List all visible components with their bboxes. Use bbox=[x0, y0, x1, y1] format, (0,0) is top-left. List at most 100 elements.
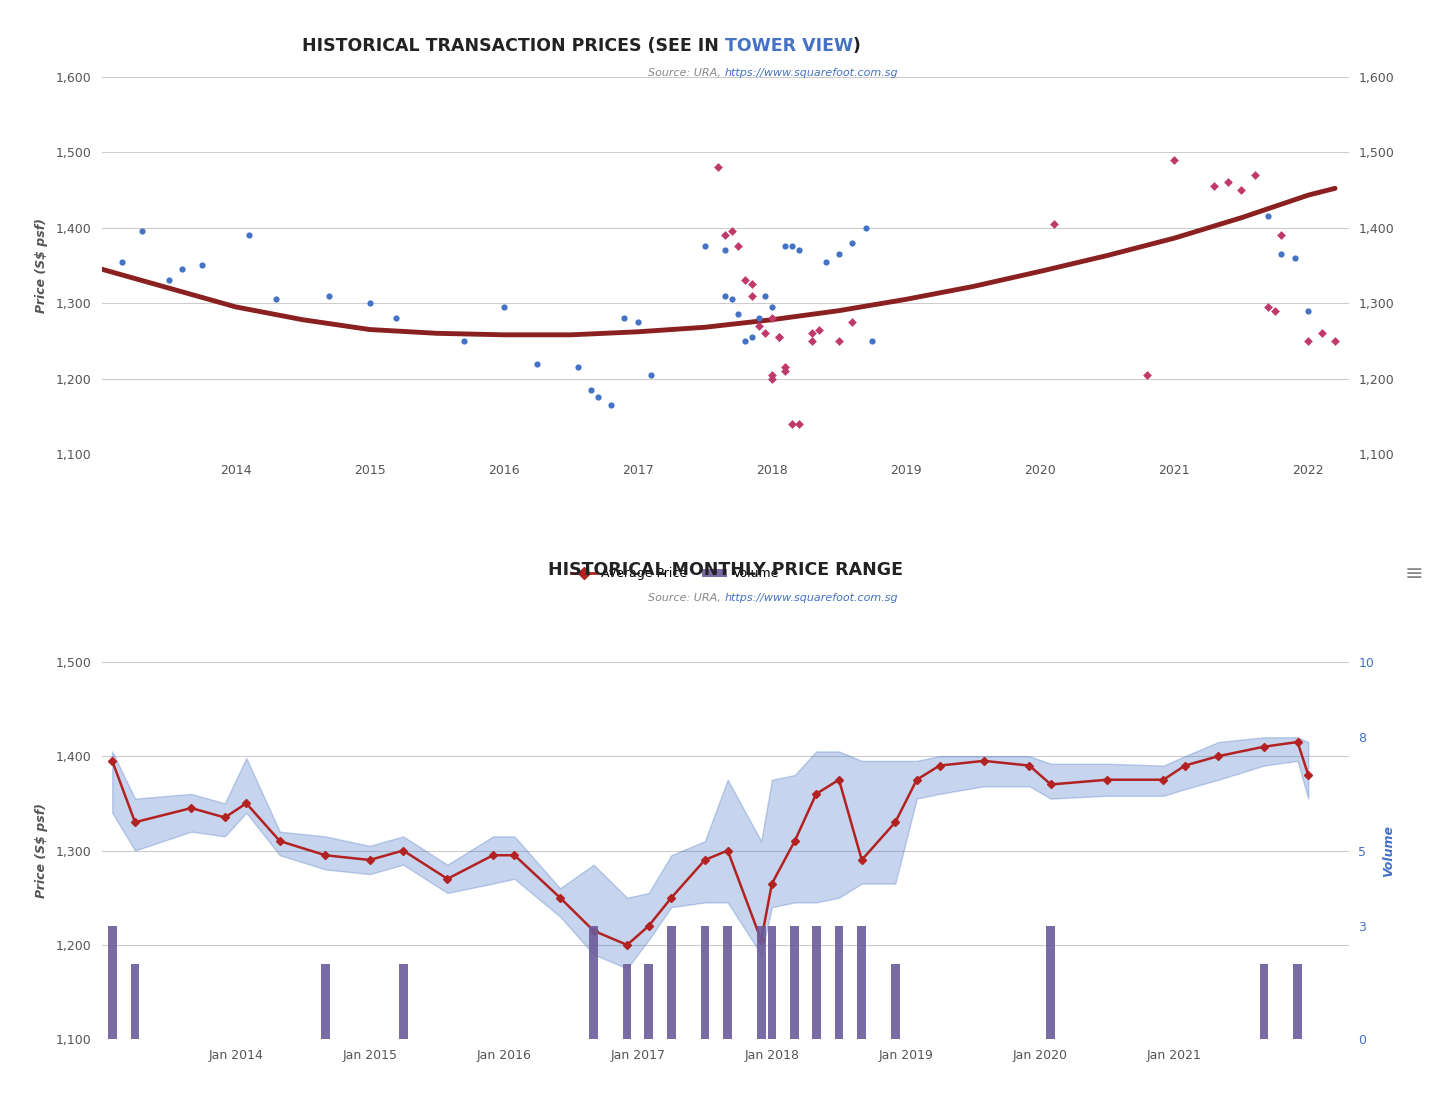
Bar bbox=[589, 926, 597, 1039]
Point bbox=[747, 317, 770, 335]
Point bbox=[110, 253, 133, 270]
Point bbox=[828, 245, 851, 263]
Point bbox=[1270, 226, 1293, 244]
Point bbox=[613, 310, 637, 327]
Bar bbox=[667, 926, 676, 1039]
Point bbox=[787, 242, 811, 259]
Point bbox=[1257, 299, 1280, 316]
Point bbox=[774, 362, 798, 380]
Bar bbox=[130, 964, 139, 1039]
Point bbox=[238, 226, 261, 244]
Bar bbox=[724, 926, 732, 1039]
Point bbox=[1135, 366, 1159, 384]
Bar bbox=[320, 964, 329, 1039]
Point bbox=[747, 310, 770, 327]
Bar bbox=[622, 964, 632, 1039]
Point bbox=[828, 333, 851, 350]
Bar bbox=[1047, 926, 1056, 1039]
Y-axis label: Volume: Volume bbox=[1382, 825, 1395, 876]
Point bbox=[1283, 249, 1306, 267]
Point bbox=[760, 299, 783, 316]
Point bbox=[767, 328, 790, 346]
Point bbox=[754, 287, 777, 304]
Point bbox=[526, 354, 550, 372]
Text: Source: URA,: Source: URA, bbox=[648, 68, 725, 78]
Point bbox=[780, 237, 803, 255]
Bar bbox=[757, 926, 766, 1039]
Point bbox=[841, 313, 864, 330]
Y-axis label: Price (S$ psf): Price (S$ psf) bbox=[35, 803, 48, 898]
Text: https://www.squarefoot.com.sg: https://www.squarefoot.com.sg bbox=[725, 593, 899, 603]
Point bbox=[693, 237, 716, 255]
Bar bbox=[767, 926, 776, 1039]
Point bbox=[721, 222, 744, 240]
Point bbox=[492, 299, 515, 316]
Bar bbox=[812, 926, 821, 1039]
Point bbox=[800, 333, 824, 350]
Point bbox=[170, 260, 193, 278]
Point bbox=[760, 366, 783, 384]
Point bbox=[157, 271, 180, 289]
Point bbox=[841, 234, 864, 252]
Point bbox=[713, 226, 737, 244]
Point bbox=[1217, 174, 1240, 191]
Text: https://www.squarefoot.com.sg: https://www.squarefoot.com.sg bbox=[725, 68, 899, 78]
Text: ): ) bbox=[853, 37, 861, 55]
Legend: Average Price, Volume: Average Price, Volume bbox=[567, 562, 784, 585]
Bar bbox=[857, 926, 866, 1039]
Point bbox=[599, 396, 622, 414]
Text: Source: URA,: Source: URA, bbox=[648, 593, 725, 603]
Bar bbox=[790, 926, 799, 1039]
Text: HISTORICAL TRANSACTION PRICES (SEE IN: HISTORICAL TRANSACTION PRICES (SEE IN bbox=[302, 37, 725, 55]
Text: ≡: ≡ bbox=[1405, 563, 1424, 583]
Point bbox=[1043, 216, 1066, 233]
Point bbox=[580, 381, 603, 398]
Point bbox=[774, 359, 798, 376]
Point bbox=[264, 291, 287, 309]
Bar bbox=[700, 926, 709, 1039]
Bar bbox=[890, 964, 899, 1039]
Bar bbox=[835, 926, 844, 1039]
Point bbox=[566, 359, 589, 376]
Y-axis label: Price (S$ psf): Price (S$ psf) bbox=[35, 218, 48, 313]
Bar bbox=[107, 926, 116, 1039]
Point bbox=[1163, 151, 1186, 168]
Point bbox=[800, 325, 824, 342]
Point bbox=[861, 333, 884, 350]
Point bbox=[1257, 208, 1280, 225]
Point bbox=[1324, 333, 1347, 350]
Point bbox=[774, 237, 798, 255]
Point bbox=[358, 294, 381, 312]
Point bbox=[767, 328, 790, 346]
Point bbox=[190, 257, 213, 275]
Point bbox=[726, 237, 750, 255]
Bar bbox=[1293, 964, 1302, 1039]
Bar bbox=[1260, 964, 1269, 1039]
Point bbox=[384, 310, 407, 327]
Point bbox=[1230, 182, 1253, 199]
Point bbox=[1243, 166, 1266, 184]
Point bbox=[721, 291, 744, 309]
Point bbox=[726, 305, 750, 323]
Point bbox=[713, 242, 737, 259]
Bar bbox=[399, 964, 407, 1039]
Point bbox=[318, 287, 341, 304]
Point bbox=[754, 325, 777, 342]
Point bbox=[639, 366, 663, 384]
Point bbox=[760, 370, 783, 387]
Point bbox=[1296, 333, 1320, 350]
Point bbox=[1270, 245, 1293, 263]
Point bbox=[1296, 302, 1320, 319]
Point bbox=[1263, 302, 1286, 319]
Point bbox=[586, 388, 609, 406]
Point bbox=[734, 271, 757, 289]
Point bbox=[1311, 325, 1334, 342]
Point bbox=[706, 159, 729, 176]
Point bbox=[780, 415, 803, 432]
Bar bbox=[644, 964, 652, 1039]
Point bbox=[808, 321, 831, 338]
Point bbox=[760, 310, 783, 327]
Point bbox=[787, 415, 811, 432]
Point bbox=[740, 287, 763, 304]
Text: TOWER VIEW: TOWER VIEW bbox=[725, 37, 853, 55]
